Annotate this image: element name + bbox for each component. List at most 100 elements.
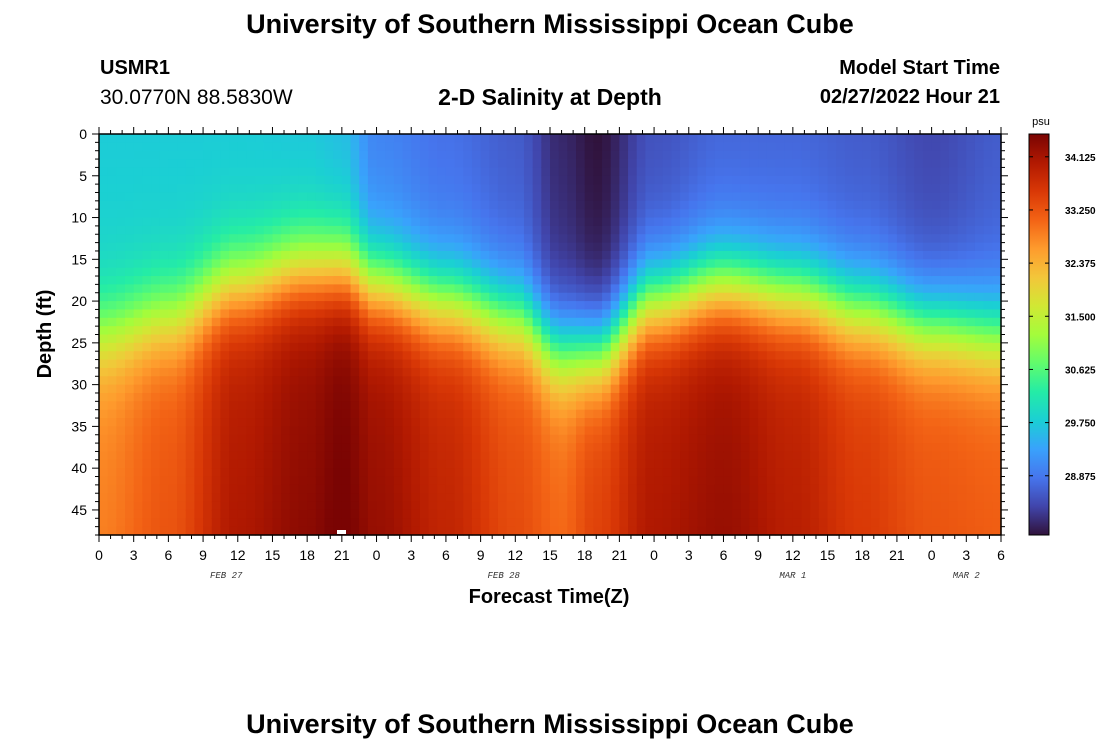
heatmap-cell [714, 159, 725, 169]
heatmap-cell [567, 342, 577, 352]
heatmap-cell [905, 359, 915, 369]
heatmap-cell [654, 392, 664, 402]
heatmap-cell [159, 342, 169, 352]
heatmap-cell [367, 392, 378, 402]
heatmap-cell [220, 209, 230, 219]
heatmap-cell [289, 468, 300, 478]
heatmap-cell [801, 351, 811, 361]
heatmap-cell [914, 250, 924, 260]
heatmap-cell [619, 501, 629, 511]
heatmap-cell [922, 292, 933, 302]
heatmap-cell [246, 200, 256, 210]
heatmap-cell [367, 184, 378, 194]
heatmap-cell [688, 509, 699, 519]
heatmap-cell [523, 209, 534, 219]
heatmap-cell [159, 276, 169, 285]
heatmap-cell [324, 192, 334, 202]
heatmap-cell [610, 250, 620, 260]
heatmap-cell [896, 284, 907, 294]
heatmap-cell [931, 309, 941, 319]
heatmap-cell [194, 167, 204, 177]
heatmap-cell [550, 142, 560, 152]
heatmap-cell [133, 518, 143, 528]
heatmap-cell [523, 484, 534, 494]
heatmap-cell [818, 301, 829, 311]
heatmap-cell [523, 443, 534, 453]
heatmap-cell [801, 217, 811, 227]
heatmap-cell [810, 426, 820, 436]
heatmap-cell [810, 150, 820, 160]
heatmap-cell [896, 418, 907, 427]
heatmap-cell [740, 159, 751, 169]
heatmap-cell [576, 250, 586, 260]
heatmap-cell [419, 359, 430, 369]
heatmap-cell [523, 267, 534, 277]
heatmap-cell [974, 367, 985, 377]
heatmap-cell [281, 142, 291, 152]
heatmap-cell [697, 142, 707, 152]
heatmap-cell [471, 384, 482, 394]
heatmap-cell [411, 509, 421, 519]
heatmap-cell [974, 259, 985, 269]
heatmap-cell [654, 301, 664, 311]
heatmap-cell [879, 468, 889, 478]
heatmap-cell [671, 443, 681, 453]
heatmap-cell [203, 259, 213, 269]
heatmap-cell [628, 326, 638, 336]
heatmap-cell [497, 501, 508, 511]
heatmap-cell [532, 501, 542, 511]
heatmap-cell [974, 376, 985, 386]
heatmap-cell [905, 142, 915, 152]
heatmap-cell [463, 334, 473, 344]
heatmap-cell [463, 451, 473, 461]
heatmap-cell [870, 159, 881, 169]
heatmap-cell [662, 342, 673, 352]
heatmap-cell [125, 284, 135, 294]
heatmap-cell [532, 468, 542, 478]
heatmap-cell [948, 234, 959, 244]
heatmap-cell [194, 192, 204, 202]
heatmap-cell [489, 326, 499, 336]
heatmap-cell [766, 409, 777, 419]
heatmap-cell [966, 134, 976, 143]
heatmap-cell [567, 301, 577, 311]
heatmap-cell [853, 317, 863, 327]
heatmap-cell [281, 359, 291, 369]
heatmap-cell [255, 209, 265, 219]
heatmap-cell [567, 175, 577, 185]
heatmap-cell [801, 200, 811, 210]
heatmap-cell [914, 276, 924, 285]
heatmap-cell [411, 259, 421, 269]
heatmap-cell [879, 142, 889, 152]
heatmap-cell [203, 392, 213, 402]
heatmap-cell [523, 234, 534, 244]
heatmap-cell [584, 284, 594, 294]
heatmap-cell [680, 276, 690, 285]
heatmap-cell [471, 367, 482, 377]
heatmap-cell [810, 284, 820, 294]
heatmap-cell [402, 200, 412, 210]
heatmap-cell [948, 526, 959, 536]
heatmap-cell [402, 276, 412, 285]
heatmap-cell [593, 493, 603, 503]
heatmap-cell [584, 217, 594, 227]
heatmap-cell [255, 451, 265, 461]
heatmap-cell [151, 509, 161, 519]
heatmap-cell [922, 409, 933, 419]
heatmap-cell [905, 150, 915, 160]
heatmap-cell [402, 451, 412, 461]
heatmap-cell [810, 443, 820, 453]
heatmap-cell [680, 267, 690, 277]
heatmap-cell [523, 309, 534, 319]
heatmap-cell [680, 334, 690, 344]
heatmap-cell [662, 401, 673, 411]
heatmap-cell [445, 493, 456, 503]
heatmap-cell [645, 267, 655, 277]
heatmap-cell [237, 501, 248, 511]
heatmap-cell [515, 284, 525, 294]
heatmap-cell [801, 451, 811, 461]
heatmap-cell [307, 259, 317, 269]
heatmap-cell [862, 267, 872, 277]
heatmap-cell [576, 317, 586, 327]
heatmap-cell [766, 134, 777, 143]
